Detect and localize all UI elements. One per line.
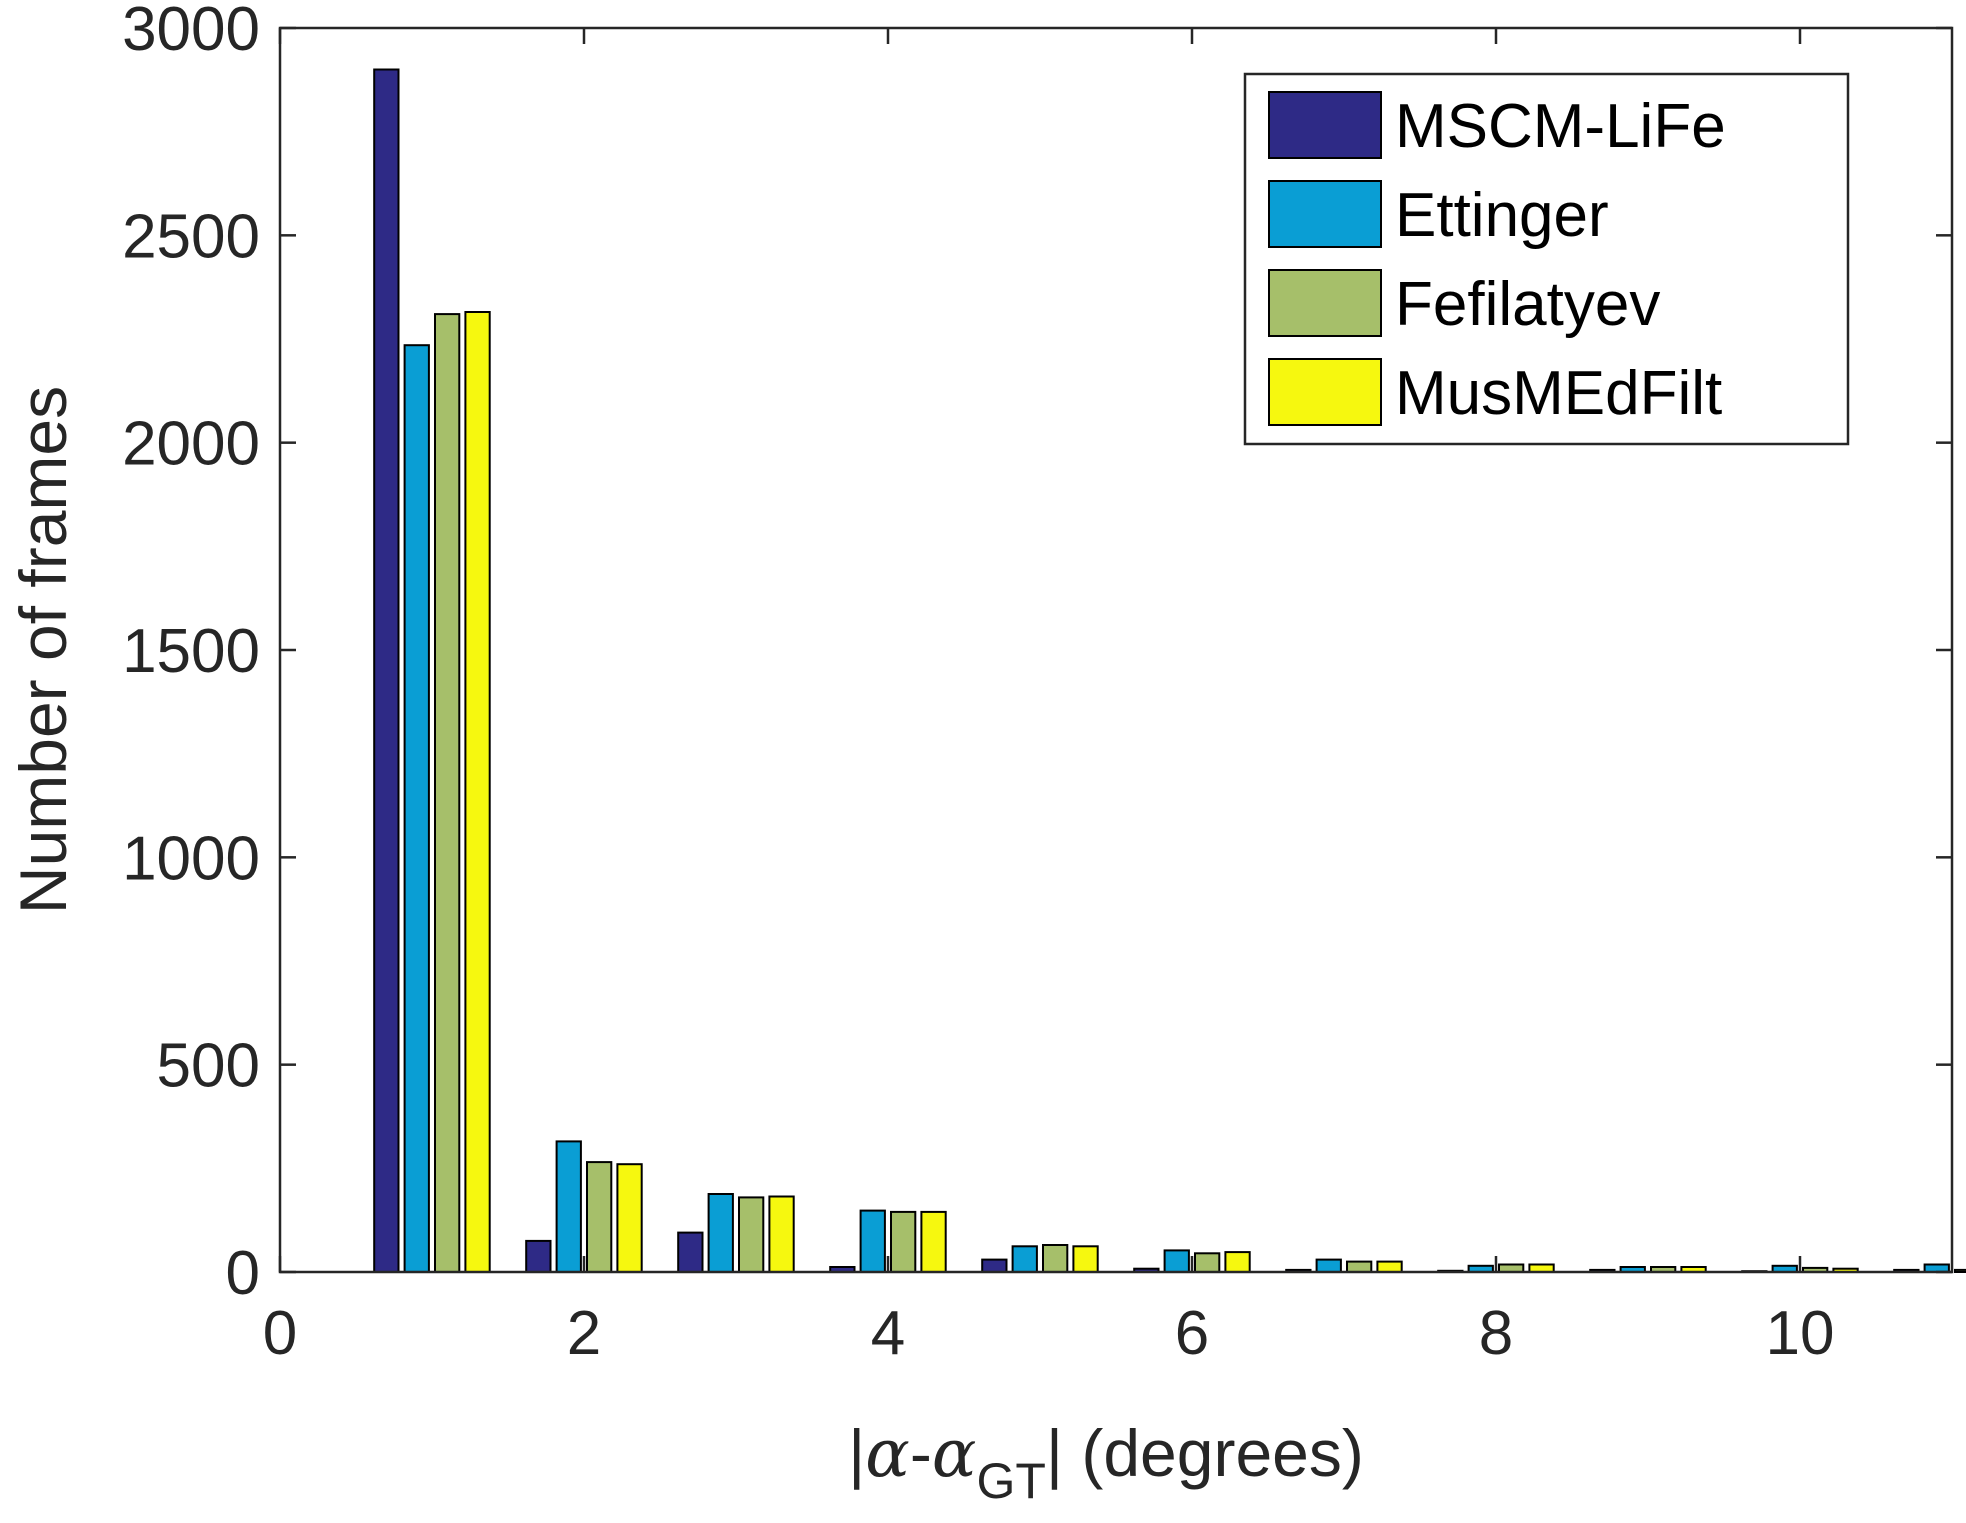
bar-ettinger-3 bbox=[707, 1193, 734, 1273]
y-tick-label: 1000 bbox=[122, 824, 260, 893]
bar-musmedfilt-4 bbox=[920, 1210, 947, 1274]
legend-swatch-ettinger bbox=[1268, 180, 1382, 248]
bar-ettinger-5 bbox=[1011, 1245, 1038, 1274]
bar-musmedfilt-2 bbox=[616, 1163, 643, 1273]
x-tick-label: 0 bbox=[263, 1299, 297, 1368]
bar-fefilatyev-11 bbox=[1954, 1268, 1966, 1274]
x-label-units: (degrees) bbox=[1063, 1416, 1364, 1490]
x-label-subscript: GT bbox=[976, 1453, 1045, 1509]
x-label-alpha: α bbox=[865, 1415, 910, 1492]
y-tick-label: 1500 bbox=[122, 617, 260, 686]
x-tick-label: 8 bbox=[1479, 1299, 1513, 1368]
legend-swatch-fefilatyev bbox=[1268, 269, 1382, 337]
y-tick-label: 500 bbox=[157, 1032, 260, 1101]
bar-ettinger-4 bbox=[859, 1209, 886, 1273]
legend-label-ettinger: Ettinger bbox=[1395, 181, 1609, 250]
x-tick-label: 6 bbox=[1175, 1299, 1209, 1368]
bar-mscm-life-3 bbox=[677, 1231, 704, 1273]
y-tick-label: 2500 bbox=[122, 202, 260, 271]
bar-musmedfilt-3 bbox=[768, 1195, 795, 1273]
legend: MSCM-LiFe Ettinger Fefilatyev MusMEdFilt bbox=[1243, 72, 1850, 446]
y-axis-label: Number of frames bbox=[6, 386, 80, 914]
legend-label-musmedfilt: MusMEdFilt bbox=[1395, 359, 1722, 428]
bar-mscm-life-1 bbox=[373, 68, 400, 1273]
bar-ettinger-1 bbox=[403, 344, 430, 1273]
bar-fefilatyev-2 bbox=[586, 1161, 613, 1273]
bar-musmedfilt-1 bbox=[464, 311, 491, 1273]
x-label-alpha-gt: α bbox=[932, 1415, 977, 1492]
x-axis-label: |α-αGT| (degrees) bbox=[848, 1415, 1364, 1509]
x-label-bar-left: | bbox=[848, 1416, 865, 1490]
x-tick-label: 4 bbox=[871, 1299, 905, 1368]
x-label-bar-right: | bbox=[1046, 1416, 1063, 1490]
y-tick-label: 3000 bbox=[122, 0, 260, 64]
legend-swatch-mscm-life bbox=[1268, 91, 1382, 159]
bar-fefilatyev-6 bbox=[1194, 1252, 1221, 1274]
bar-fefilatyev-4 bbox=[890, 1210, 917, 1274]
x-label-dash: - bbox=[910, 1416, 932, 1490]
bar-fefilatyev-7 bbox=[1346, 1260, 1373, 1273]
x-tick-label: 10 bbox=[1766, 1299, 1835, 1368]
bar-fefilatyev-5 bbox=[1042, 1244, 1069, 1273]
bar-ettinger-2 bbox=[555, 1140, 582, 1274]
bar-mscm-life-5 bbox=[981, 1258, 1008, 1273]
y-tick-label: 2000 bbox=[122, 410, 260, 479]
legend-label-mscm-life: MSCM-LiFe bbox=[1395, 92, 1726, 161]
bar-ettinger-6 bbox=[1163, 1249, 1190, 1274]
bar-ettinger-7 bbox=[1315, 1258, 1342, 1273]
bar-fefilatyev-1 bbox=[434, 313, 461, 1274]
bar-musmedfilt-5 bbox=[1072, 1245, 1099, 1274]
legend-label-fefilatyev: Fefilatyev bbox=[1395, 270, 1660, 339]
bar-fefilatyev-3 bbox=[738, 1196, 765, 1274]
bar-mscm-life-2 bbox=[525, 1239, 552, 1274]
bar-musmedfilt-7 bbox=[1376, 1260, 1403, 1273]
y-tick-label: 0 bbox=[226, 1239, 260, 1308]
bar-musmedfilt-6 bbox=[1224, 1251, 1251, 1273]
x-tick-label: 2 bbox=[567, 1299, 601, 1368]
ticks-layer: 0 500 1000 1500 2000 2500 3000 0 2 4 6 8 10 bbox=[122, 0, 1952, 1368]
legend-swatch-musmedfilt bbox=[1268, 358, 1382, 426]
